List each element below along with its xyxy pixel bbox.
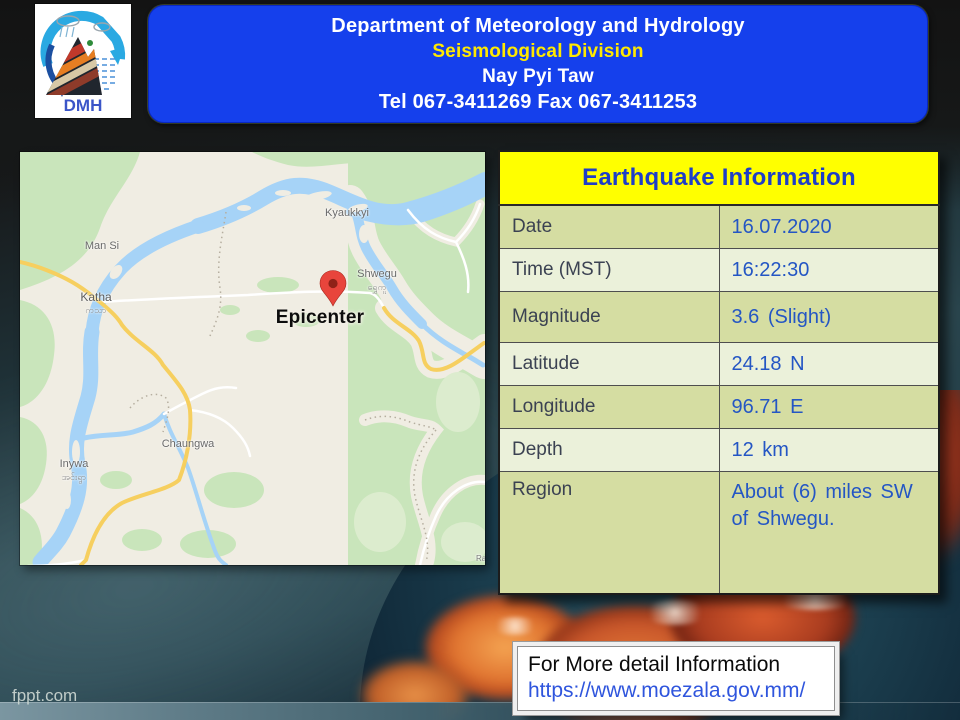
row-value-depth: 12 km	[718, 428, 940, 472]
more-info-box: For More detail Information https://www.…	[517, 646, 835, 712]
foam-speck	[640, 599, 710, 625]
map-label-shwegu: Shwegu	[357, 268, 397, 280]
fppt-watermark: fppt.com	[12, 686, 78, 705]
moezala-link[interactable]: https://www.moezala.gov.mm/	[528, 679, 806, 703]
row-label-latitude: Latitude	[498, 342, 720, 386]
table-header-row: Earthquake Information	[499, 151, 939, 206]
map-label-katha: Katha	[80, 290, 112, 304]
row-value-magnitude: 3.6 (Slight)	[718, 291, 940, 343]
dmh-logo-icon: DMH	[40, 10, 126, 115]
table-row: Date 16.07.2020	[498, 204, 940, 249]
table-row: Region About (6) miles SW of Shwegu.	[498, 471, 940, 595]
header-city: Nay Pyi Taw	[482, 66, 594, 87]
row-value-time: 16:22:30	[718, 248, 940, 292]
row-label-time: Time (MST)	[498, 248, 720, 292]
table-row: Latitude 24.18 N	[498, 342, 940, 386]
map-label-inywa-burmese: အင်းရွာ	[61, 472, 87, 482]
row-label-region: Region	[498, 471, 720, 595]
foam-speck	[490, 617, 540, 635]
map-label-shwegu-burmese: ရွှေကူ	[367, 282, 387, 292]
map-graphic	[20, 152, 485, 565]
header-department: Department of Meteorology and Hydrology	[331, 15, 745, 37]
dmh-logo-text: DMH	[64, 96, 103, 115]
row-label-longitude: Longitude	[498, 385, 720, 429]
table-row: Magnitude 3.6 (Slight)	[498, 291, 940, 343]
map-attribution: Ra	[476, 554, 485, 563]
row-value-longitude: 96.71 E	[718, 385, 940, 429]
table-row: Depth 12 km	[498, 428, 940, 472]
row-value-latitude: 24.18 N	[718, 342, 940, 386]
header-division: Seismological Division	[432, 41, 644, 62]
more-info-text: For More detail Information	[528, 653, 781, 676]
row-label-date: Date	[498, 204, 720, 249]
map-label-katha-burmese: ကသာ	[85, 305, 107, 315]
table-row: Time (MST) 16:22:30	[498, 248, 940, 292]
epicenter-pin-icon	[319, 270, 347, 307]
row-label-depth: Depth	[498, 428, 720, 472]
row-value-date: 16.07.2020	[718, 204, 940, 249]
dmh-logo: DMH	[35, 4, 131, 118]
map-label-inywa: Inywa	[59, 458, 89, 470]
epicenter-label: Epicenter	[275, 307, 365, 328]
map-label-man-si: Man Si	[84, 240, 120, 252]
header-contact: Tel 067-3411269 Fax 067-3411253	[378, 91, 698, 113]
row-label-magnitude: Magnitude	[498, 291, 720, 343]
map-label-kyaukkyi: Kyaukkyi	[324, 207, 370, 219]
earthquake-info-table: Earthquake Information Date 16.07.2020 T…	[498, 150, 940, 595]
row-value-region: About (6) miles SW of Shwegu.	[718, 471, 940, 595]
map-label-chaungwa: Chaungwa	[161, 438, 215, 450]
epicenter-map: Kyaukkyi Man Si Shwegu ရွှေကူ Katha ကသာ …	[20, 152, 485, 565]
table-row: Longitude 96.71 E	[498, 385, 940, 429]
header-banner: Department of Meteorology and Hydrology …	[148, 5, 928, 123]
table-title: Earthquake Information	[499, 151, 939, 206]
